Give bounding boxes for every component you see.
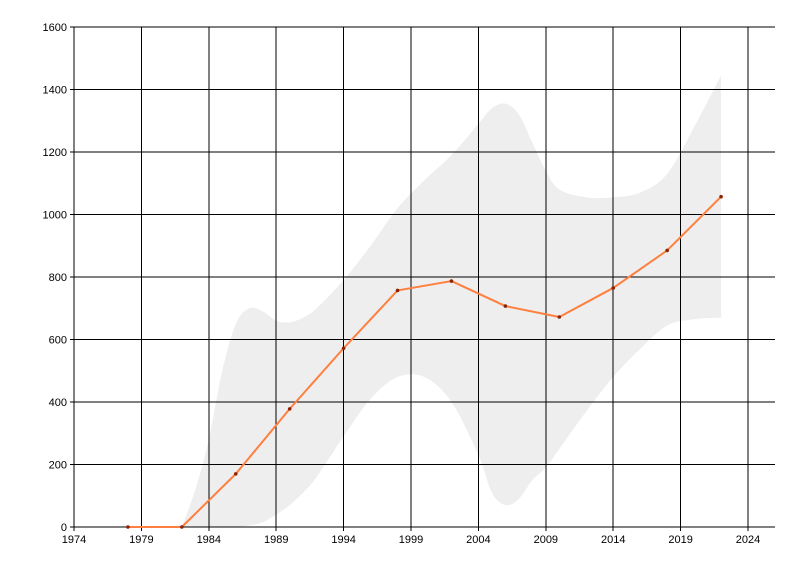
data-point <box>719 194 723 199</box>
series-line <box>127 195 722 528</box>
data-point <box>503 304 508 308</box>
y-tick-label: 1600 <box>43 22 67 34</box>
y-tick-label: 400 <box>49 397 67 409</box>
x-tick-label: 2024 <box>736 534 760 546</box>
x-tick-label: 2009 <box>534 534 558 546</box>
y-tick-label: 1000 <box>43 210 67 222</box>
data-point <box>557 315 562 319</box>
x-tick-label: 1984 <box>197 534 221 546</box>
y-tick-label: 1400 <box>43 85 67 97</box>
y-tick-label: 800 <box>49 272 67 284</box>
x-tick-label: 1994 <box>331 534 355 546</box>
data-point <box>665 248 669 253</box>
x-tick-label: 2019 <box>668 534 692 546</box>
data-point <box>126 525 130 529</box>
data-point <box>233 472 238 476</box>
data-point <box>611 286 616 290</box>
y-tick-label: 1200 <box>43 147 67 159</box>
y-tick-label: 600 <box>49 335 67 347</box>
data-point <box>287 407 292 411</box>
data-point <box>341 346 346 351</box>
x-tick-label: 2004 <box>466 534 490 546</box>
x-tick-label: 1974 <box>62 534 86 546</box>
data-point <box>395 288 400 293</box>
x-tick-label: 1979 <box>129 534 153 546</box>
confidence-band <box>181 75 722 528</box>
y-tick-label: 200 <box>49 460 67 472</box>
y-tick-label: 0 <box>61 522 67 534</box>
data-point <box>180 525 184 529</box>
x-tick-label: 1989 <box>264 534 288 546</box>
x-tick-label: 1999 <box>399 534 423 546</box>
data-point <box>449 279 454 283</box>
x-tick-label: 2014 <box>601 534 625 546</box>
